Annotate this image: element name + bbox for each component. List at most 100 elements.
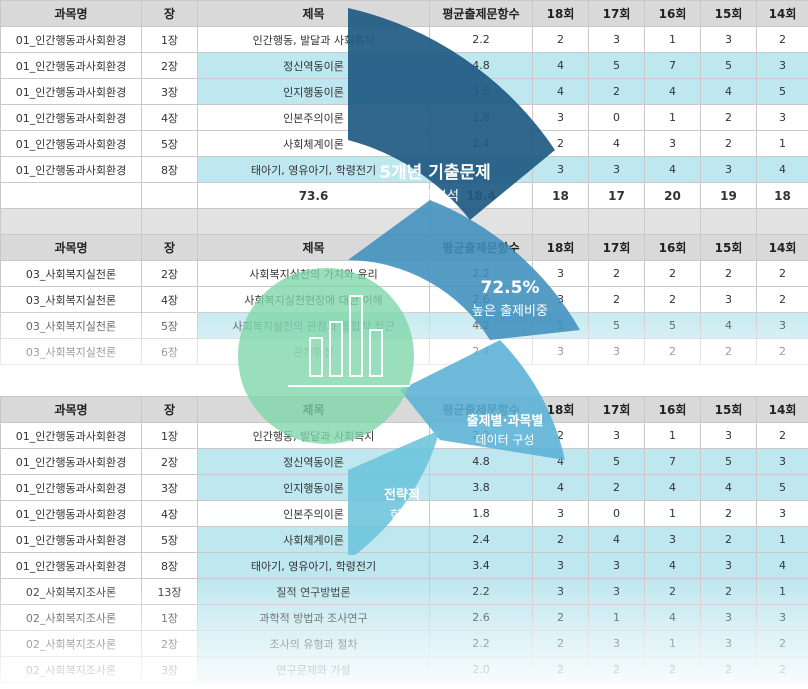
table-cell: 03_사회복지실천론 <box>0 260 142 287</box>
segment-1-subtitle: 완벽분석 <box>411 189 459 204</box>
column-header: 14회 <box>756 396 808 423</box>
column-header: 15회 <box>700 396 757 423</box>
bar-chart-icon <box>288 295 410 387</box>
table-cell: 01_인간행동과사회환경 <box>0 26 142 53</box>
column-header: 15회 <box>700 0 757 27</box>
table-cell: 01_인간행동과사회환경 <box>0 500 142 527</box>
table-cell: 4장 <box>141 104 198 131</box>
segment-3-shape <box>400 340 565 460</box>
table-cell: 4 <box>588 130 645 157</box>
table-cell: 01_인간행동과사회환경 <box>0 448 142 475</box>
column-header: 17회 <box>588 396 645 423</box>
table-cell: 4 <box>644 552 701 579</box>
table-cell: 4 <box>532 52 589 79</box>
table-cell: 2장 <box>141 448 198 475</box>
table-cell: 1장 <box>141 422 198 449</box>
table-cell: 3 <box>644 526 701 553</box>
table-cell: 3 <box>756 448 808 475</box>
table-cell: 3 <box>588 156 645 183</box>
table-cell: 2 <box>700 260 757 287</box>
segment-3-subtitle: 데이터 구성 <box>475 433 535 447</box>
column-header: 16회 <box>644 396 701 423</box>
column-header: 16회 <box>644 234 701 261</box>
table-cell: 4 <box>532 474 589 501</box>
spacer-cell <box>700 208 757 236</box>
segment-2-subtitle: 높은 출제비중 <box>472 304 548 319</box>
table-cell: 2 <box>588 78 645 105</box>
column-header: 제목 <box>197 0 430 27</box>
segment-1-title: 5개년 기출문제 <box>379 163 491 183</box>
column-header: 15회 <box>700 234 757 261</box>
column-header: 과목명 <box>0 396 142 423</box>
column-header: 18회 <box>532 234 589 261</box>
column-header: 17회 <box>588 0 645 27</box>
summary-cell: 20 <box>644 182 701 209</box>
segment-1-label: 5개년 기출문제 완벽분석 <box>365 158 505 204</box>
table-cell: 8장 <box>141 552 198 579</box>
segment-3-label: 출제별·과목별 데이터 구성 <box>450 410 560 448</box>
table-cell: 4 <box>644 156 701 183</box>
spacer-cell <box>644 208 701 236</box>
center-circle <box>238 268 414 444</box>
table-cell: 1 <box>756 130 808 157</box>
column-header: 16회 <box>644 0 701 27</box>
table-cell: 1 <box>756 526 808 553</box>
table-cell: 7 <box>644 52 701 79</box>
column-header: 장 <box>141 234 198 261</box>
spacer-cell <box>141 208 198 236</box>
segment-4-title: 전략적 <box>384 488 420 503</box>
column-header: 18회 <box>532 0 589 27</box>
table-cell: 01_인간행동과사회환경 <box>0 52 142 79</box>
table-cell: 4 <box>700 78 757 105</box>
segment-1-shape <box>348 8 555 220</box>
table-cell: 4.8 <box>429 448 533 475</box>
summary-cell <box>141 182 198 209</box>
table-cell: 4 <box>644 78 701 105</box>
table-cell: 01_인간행동과사회환경 <box>0 422 142 449</box>
table-cell: 3.4 <box>429 552 533 579</box>
table-cell: 4 <box>644 474 701 501</box>
table-cell: 1 <box>644 26 701 53</box>
table-cell: 5 <box>756 474 808 501</box>
column-header: 과목명 <box>0 234 142 261</box>
spacer-cell <box>532 208 589 236</box>
table-cell: 3.8 <box>429 474 533 501</box>
table-cell: 3 <box>532 104 589 131</box>
table-cell: 01_인간행동과사회환경 <box>0 474 142 501</box>
table-cell: 5 <box>700 52 757 79</box>
spacer-cell <box>588 208 645 236</box>
table-cell: 5 <box>700 448 757 475</box>
table-cell: 태아기, 영유아기, 학령전기 <box>197 552 430 579</box>
segment-2-title: 72.5% <box>480 278 540 298</box>
table-cell: 3 <box>700 422 757 449</box>
table-cell: 4 <box>532 78 589 105</box>
table-cell: 3 <box>700 156 757 183</box>
segment-2-label: 72.5% 높은 출제비중 <box>455 278 565 319</box>
column-header: 평균출제문항수 <box>429 0 533 27</box>
table-cell: 01_인간행동과사회환경 <box>0 78 142 105</box>
table-cell: 4 <box>588 526 645 553</box>
table-cell: 3 <box>588 422 645 449</box>
table-cell: 7 <box>644 448 701 475</box>
summary-cell: 18 <box>532 182 589 209</box>
table-cell: 4 <box>756 552 808 579</box>
segment-3-title: 출제별·과목별 <box>466 414 544 429</box>
table-cell: 1 <box>644 500 701 527</box>
table-cell: 1.8 <box>429 500 533 527</box>
table-cell: 2 <box>700 526 757 553</box>
column-header: 17회 <box>588 234 645 261</box>
table-cell: 4장 <box>141 500 198 527</box>
summary-cell: 19 <box>700 182 757 209</box>
column-header: 14회 <box>756 234 808 261</box>
spacer-cell <box>756 208 808 236</box>
spacer-cell <box>0 208 142 236</box>
table-cell: 3 <box>532 552 589 579</box>
table-cell: 사회체계이론 <box>197 526 430 553</box>
column-header: 과목명 <box>0 0 142 27</box>
table-cell: 01_인간행동과사회환경 <box>0 104 142 131</box>
table-cell: 3 <box>700 552 757 579</box>
